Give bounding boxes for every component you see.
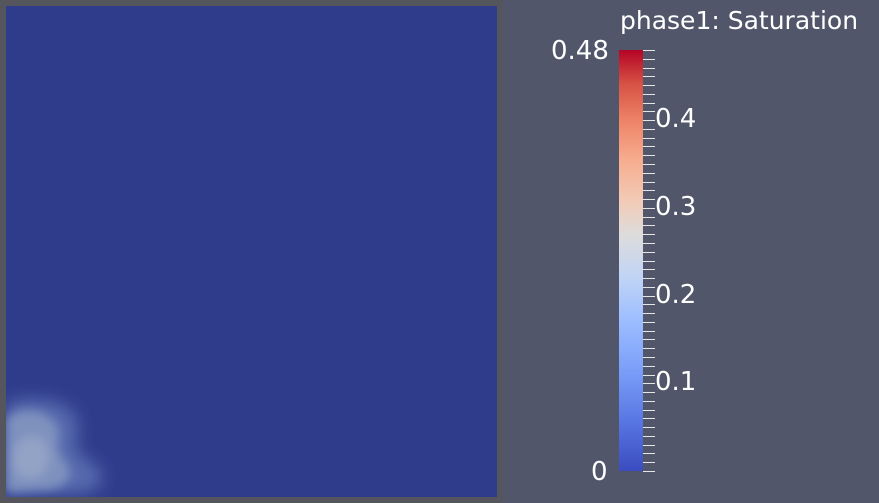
colorbar-ticks (643, 50, 655, 472)
saturation-field-plot[interactable] (6, 6, 497, 497)
colorbar (619, 50, 659, 472)
colorbar-tick-label: 0.1 (655, 367, 697, 397)
colorbar-min-label: 0 (591, 457, 608, 487)
saturation-plume (6, 398, 103, 496)
colorbar-tick-label: 0.4 (655, 104, 697, 134)
colorbar-title: phase1: Saturation (620, 6, 859, 35)
colorbar-tick-label: 0.3 (655, 192, 697, 222)
colorbar-max-label: 0.48 (551, 36, 609, 66)
colorbar-tick-label: 0.2 (655, 280, 697, 310)
colorbar-gradient (619, 50, 643, 471)
domain-frame (0, 0, 503, 503)
